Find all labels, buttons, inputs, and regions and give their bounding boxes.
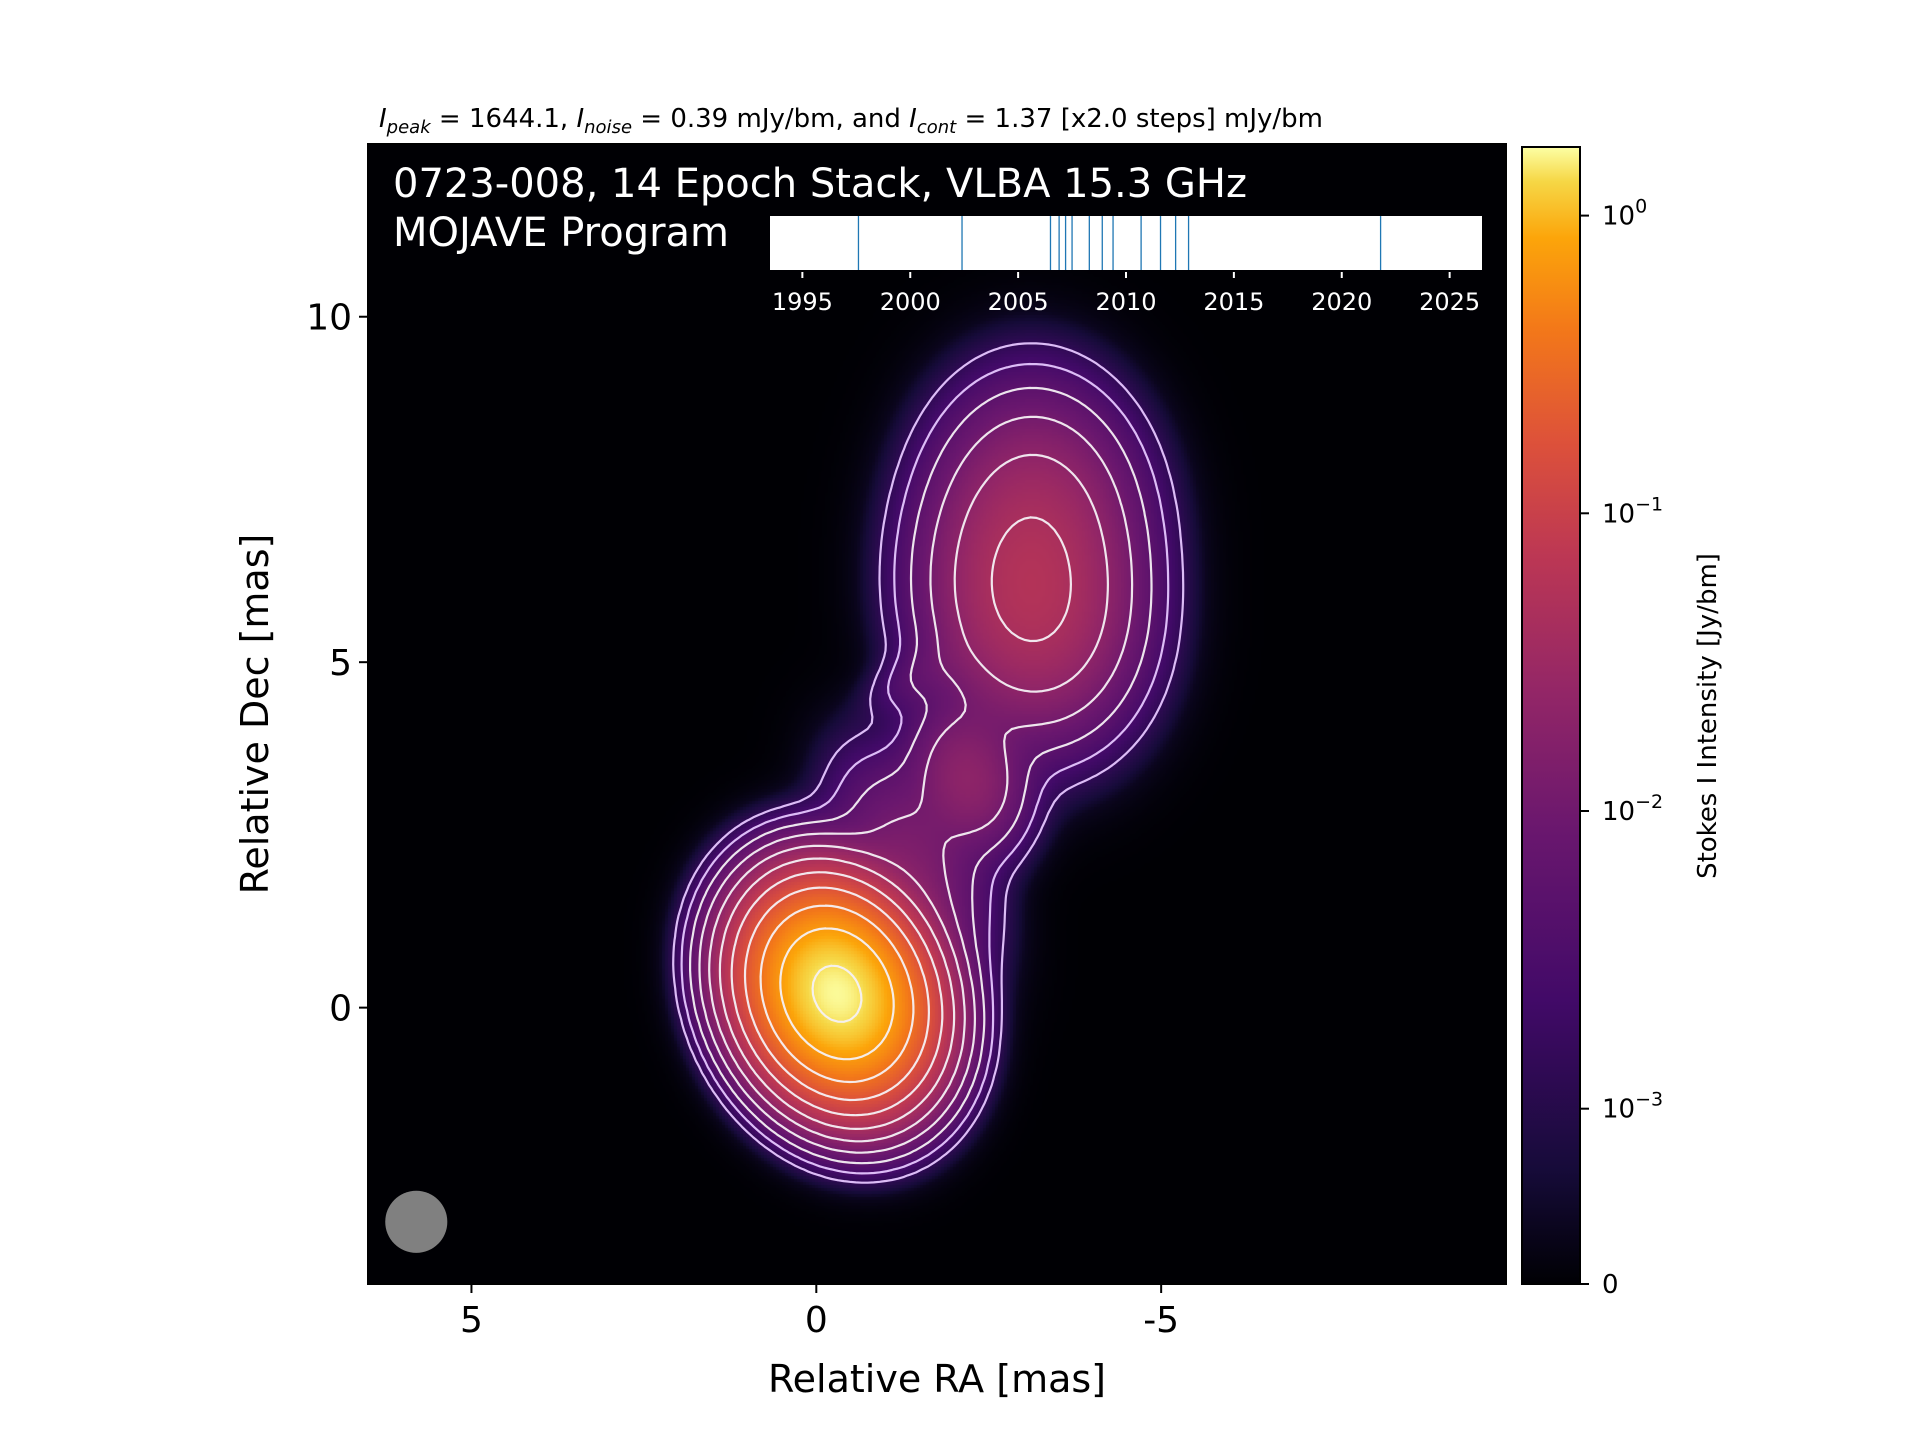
peak-value: = 1644.1, [431, 104, 577, 134]
y-tick-label: 5 [329, 643, 352, 684]
intensity-image [368, 144, 1506, 1284]
epoch-tick-label: 2025 [1419, 288, 1480, 316]
epoch-inset [770, 216, 1482, 270]
cont-subscript: cont [917, 117, 957, 138]
contour-level-3 [689, 386, 1153, 1165]
colorbar-tick-label: 10−2 [1602, 791, 1663, 827]
plot-frame [367, 143, 1507, 1285]
colorbar-tick-label: 0 [1602, 1270, 1619, 1300]
epoch-inset-marks: 1995 2000 2005 2010 2015 2020 2025 [772, 216, 1480, 316]
x-tick-label: 5 [460, 1300, 483, 1341]
epoch-tick-label: 2010 [1095, 288, 1156, 316]
contour-lines [672, 342, 1185, 1184]
peak-subscript: peak [386, 117, 433, 138]
plot-title: 0723-008, 14 Epoch Stack, VLBA 15.3 GHz [393, 161, 1247, 207]
epoch-tick-label: 2020 [1311, 288, 1372, 316]
contour-level-2 [680, 362, 1170, 1175]
plot-subtitle: MOJAVE Program [393, 210, 729, 256]
header-text: Ipeak = 1644.1, Inoise = 0.39 mJy/bm, an… [379, 104, 1323, 138]
epoch-tick-label: 1995 [772, 288, 833, 316]
contour-level-1 [672, 342, 1185, 1184]
colorbar-label: Stokes I Intensity [Jy/bm] [1693, 553, 1723, 879]
colorbar-ticks: 0 10−3 10−2 10−1 100 [1580, 196, 1663, 1300]
contour-level-7 [730, 871, 944, 1117]
contour-level-8 [743, 886, 930, 1102]
colorbar-tick-label: 100 [1602, 196, 1647, 232]
x-axis-label: Relative RA [mas] [768, 1357, 1106, 1401]
noise-value: = 0.39 mJy/bm, and [632, 104, 909, 134]
colorbar-tick-label: 10−1 [1602, 493, 1663, 529]
epoch-tick-label: 2005 [988, 288, 1049, 316]
colorbar-tick-label: 10−3 [1602, 1089, 1663, 1125]
epoch-tick-label: 2015 [1203, 288, 1264, 316]
contour-level-5 [708, 453, 1109, 1143]
beam-layer [385, 1190, 448, 1253]
contour-level-4 [698, 415, 1134, 1154]
beam-ellipse [385, 1190, 448, 1253]
contour-level-11 [811, 964, 863, 1023]
axes: 5 0 -5 0 5 10 [306, 298, 1179, 1341]
x-tick-label: -5 [1143, 1300, 1179, 1341]
peak-symbol: I [379, 104, 387, 134]
intensity-image-container [368, 144, 1506, 1284]
epoch-tick-label: 2000 [880, 288, 941, 316]
y-axis-label: Relative Dec [mas] [233, 534, 277, 895]
x-tick-label: 0 [805, 1300, 828, 1341]
y-tick-label: 0 [329, 989, 352, 1030]
y-tick-label: 10 [306, 298, 352, 339]
cont-value: = 1.37 [x2.0 steps] mJy/bm [956, 104, 1323, 134]
contour-level-9 [759, 904, 915, 1084]
contour-level-6 [718, 516, 1072, 1130]
cont-symbol: I [909, 104, 917, 134]
contour-level-10 [779, 927, 895, 1061]
noise-subscript: noise [584, 117, 632, 138]
colorbar [1521, 146, 1581, 1285]
noise-symbol: I [576, 104, 584, 134]
